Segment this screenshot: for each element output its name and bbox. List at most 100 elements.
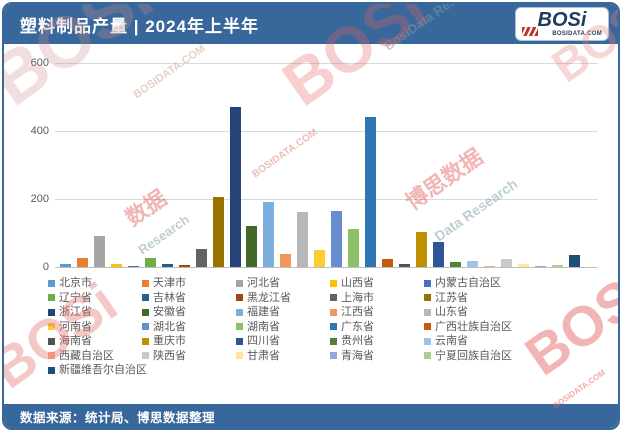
bar — [60, 263, 71, 267]
legend-swatch — [236, 337, 243, 345]
legend-item: 内蒙古自治区 — [424, 277, 518, 289]
bar — [568, 255, 580, 267]
legend-item: 河北省 — [236, 277, 330, 289]
legend-item: 福建省 — [236, 306, 330, 318]
legend-swatch — [142, 308, 149, 316]
bar — [382, 259, 394, 267]
y-axis-tick-label: 200 — [30, 193, 49, 205]
bar — [500, 258, 512, 267]
x-axis-line — [55, 267, 598, 268]
bar — [331, 210, 343, 267]
legend-swatch — [424, 279, 431, 287]
legend-swatch — [424, 323, 431, 330]
legend-swatch — [48, 279, 55, 287]
bar — [127, 265, 139, 267]
legend-swatch — [330, 323, 337, 330]
legend-item: 宁夏回族自治区 — [424, 350, 518, 362]
bar — [483, 266, 495, 267]
legend-item: 江苏省 — [424, 292, 518, 304]
y-axis-tick-label: 400 — [30, 125, 49, 137]
legend-label: 新疆维吾尔自治区 — [59, 364, 147, 376]
bar — [449, 262, 461, 267]
bar — [246, 225, 258, 267]
bar — [348, 228, 360, 267]
legend-item: 四川省 — [236, 335, 330, 347]
legend-item: 甘肃省 — [236, 350, 330, 362]
legend-item: 山东省 — [424, 306, 518, 318]
data-source-note: 数据来源：统计局、博思数据整理 — [20, 410, 216, 425]
legend-swatch — [142, 279, 149, 287]
legend-swatch — [236, 294, 243, 301]
legend-label: 湖南省 — [247, 320, 280, 333]
legend-swatch — [142, 294, 149, 301]
legend-label: 山东省 — [435, 306, 468, 318]
legend-label: 浙江省 — [59, 306, 92, 318]
gridline — [55, 131, 598, 132]
legend-label: 贵州省 — [341, 335, 374, 347]
bar — [280, 254, 292, 267]
legend-item: 上海市 — [330, 292, 424, 304]
legend-swatch — [330, 352, 337, 359]
gridline — [55, 63, 598, 64]
legend-item: 安徽省 — [142, 306, 236, 318]
bosi-logo: BOSi BOSIDATA.COM — [516, 8, 608, 40]
legend-item: 湖南省 — [236, 321, 330, 333]
bar — [178, 264, 190, 267]
bar — [144, 257, 156, 267]
legend-label: 西藏自治区 — [59, 349, 114, 362]
legend-label: 北京市 — [59, 277, 92, 289]
legend-label: 河南省 — [59, 320, 92, 333]
legend-swatch — [142, 352, 149, 359]
legend-label: 海南省 — [59, 335, 92, 347]
legend-swatch — [236, 323, 243, 330]
bar — [534, 265, 546, 267]
legend-label: 天津市 — [153, 277, 186, 289]
y-axis-tick-label: 600 — [30, 57, 49, 69]
page-title: 塑料制品产量 | 2024年上半年 — [20, 16, 260, 36]
legend-label: 陕西省 — [153, 349, 186, 362]
bar — [161, 263, 173, 267]
legend-swatch — [330, 294, 337, 301]
bar — [466, 260, 478, 267]
bosi-logo-stripes-icon — [522, 27, 538, 36]
bar — [551, 265, 563, 267]
legend-item: 湖北省 — [142, 321, 236, 333]
legend-swatch — [424, 337, 431, 345]
legend-item: 广西壮族自治区 — [424, 321, 518, 333]
legend-label: 福建省 — [247, 306, 280, 318]
legend-label: 河北省 — [247, 277, 280, 289]
legend-item: 西藏自治区 — [48, 350, 142, 362]
bar — [517, 263, 529, 267]
legend-swatch — [48, 352, 55, 359]
legend-item: 青海省 — [330, 350, 424, 362]
legend-item: 贵州省 — [330, 335, 424, 347]
legend-label: 青海省 — [341, 349, 374, 362]
bar — [229, 106, 241, 267]
legend-swatch — [236, 308, 243, 316]
legend-label: 上海市 — [341, 291, 374, 304]
legend-label: 云南省 — [435, 335, 468, 347]
legend-swatch — [48, 366, 55, 374]
legend-item: 天津市 — [142, 277, 236, 289]
legend-swatch — [48, 308, 55, 316]
legend-item: 江西省 — [330, 306, 424, 318]
bar — [365, 116, 377, 267]
legend-label: 辽宁省 — [59, 291, 92, 304]
legend-label: 吉林省 — [153, 291, 186, 304]
legend-swatch — [48, 337, 55, 345]
legend-item: 云南省 — [424, 335, 518, 347]
legend-swatch — [142, 337, 149, 345]
legend-swatch — [48, 294, 55, 301]
legend-label: 江西省 — [341, 306, 374, 318]
bar — [110, 263, 122, 267]
legend-swatch — [330, 337, 337, 345]
legend-item: 广东省 — [330, 321, 424, 333]
bosi-logo-text: BOSi — [537, 9, 587, 31]
legend-item: 浙江省 — [48, 306, 142, 318]
legend-swatch — [424, 294, 431, 301]
legend-item: 新疆维吾尔自治区 — [48, 364, 147, 376]
legend-item: 河南省 — [48, 321, 142, 333]
legend-label: 广东省 — [341, 320, 374, 333]
legend-item: 陕西省 — [142, 350, 236, 362]
